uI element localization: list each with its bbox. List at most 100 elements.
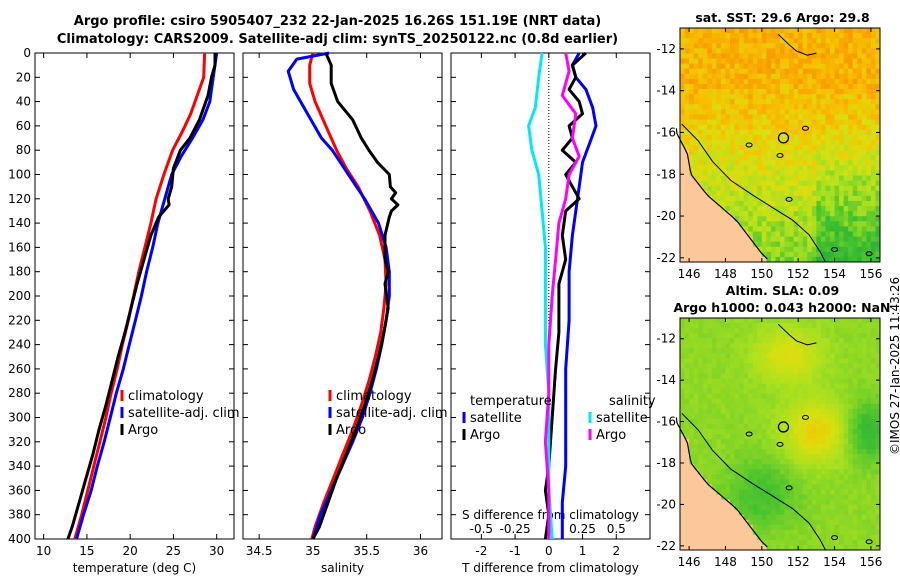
sst_map-cell	[780, 160, 785, 166]
sla_map-cell	[857, 444, 863, 450]
sla_map-cell	[743, 383, 749, 390]
sla_map-cell	[770, 398, 776, 405]
sst_map-cell	[807, 256, 813, 263]
sst_map-cell	[798, 78, 804, 85]
sst_map-cell	[702, 175, 708, 182]
sst_map-cell	[807, 195, 813, 202]
sst_map-cell	[725, 43, 731, 49]
sst_map-cell	[875, 180, 881, 187]
sla_map-cell	[825, 444, 831, 450]
sla_map-cell	[816, 469, 822, 475]
sla_map-cell	[725, 318, 731, 324]
sla_map-cell	[693, 544, 699, 551]
sst_map-cell	[743, 104, 749, 110]
sla_map-cell	[811, 479, 817, 485]
sst_map-cell	[861, 160, 867, 166]
sst_map-cell	[698, 139, 704, 146]
sst_map-cell	[752, 236, 758, 243]
sst_map-cell	[857, 145, 863, 151]
sst_map-cell	[825, 109, 831, 115]
sla_map-cell	[680, 439, 685, 445]
sla_map-cell	[761, 434, 767, 440]
sla_map-cell	[752, 469, 758, 475]
sst_map-cell	[720, 165, 726, 171]
sla_map-cell	[816, 529, 822, 536]
sla_map-cell	[839, 544, 845, 551]
salinity-series-argo	[311, 52, 400, 540]
sla_map-cell	[843, 338, 849, 344]
sla_map-cell	[720, 519, 726, 526]
sst_map-cell	[693, 124, 699, 131]
sst_map-cell	[730, 83, 735, 90]
sst_map-cell	[798, 129, 804, 136]
sst_map-cell	[793, 231, 799, 237]
sst_map-cell	[725, 185, 731, 192]
sla_map-cell	[693, 323, 699, 329]
sla_map-cell	[761, 534, 767, 541]
sla_map-cell	[761, 328, 767, 334]
sla_map-cell	[793, 368, 799, 374]
sst_map-cell	[711, 73, 717, 80]
sst_map-cell	[698, 160, 704, 166]
sla_map-cell	[761, 338, 767, 344]
sst_map-cell	[784, 195, 790, 202]
sst_map-cell	[720, 145, 726, 151]
sst_map-cell	[834, 185, 840, 192]
sla_map-cell	[702, 464, 708, 470]
sla_map-cell	[802, 333, 808, 339]
sla_map-cell	[680, 529, 685, 536]
sst_map-cell	[843, 43, 849, 49]
sla_map-cell	[739, 474, 745, 480]
sst_map-cell	[830, 241, 835, 248]
sla_map-cell	[811, 434, 817, 440]
sst_map-cell	[857, 256, 863, 263]
sst_map-cell	[739, 216, 745, 222]
sla_map-cell	[711, 474, 717, 480]
sla_map-cell	[684, 499, 690, 506]
sst_map-cell	[711, 221, 717, 227]
sla_map-cell	[775, 428, 781, 435]
sst_map-cell	[861, 195, 867, 202]
sst_map-cell	[866, 200, 872, 207]
sla_map-cell	[752, 439, 758, 445]
sla_map-cell	[866, 348, 872, 354]
sst_map-cell	[730, 206, 735, 212]
sst_map-cell	[798, 89, 804, 95]
sla_map-cell	[857, 428, 863, 435]
sla_map-cell	[761, 494, 767, 500]
sla_map-cell	[734, 439, 740, 445]
sla_map-cell	[684, 333, 690, 339]
sla_map-cell	[693, 373, 699, 379]
sla_map-cell	[775, 418, 781, 425]
sla_map-cell	[775, 484, 781, 490]
sla_map-cell	[698, 373, 704, 379]
sst_map-cell	[789, 63, 795, 70]
sla_map-cell	[843, 444, 849, 450]
sst_map-cell	[825, 145, 831, 151]
sst_map-shelf-contour	[681, 123, 826, 263]
sla_map-cell	[766, 348, 772, 354]
sst_map-cell	[789, 43, 795, 49]
sst_map-cell	[775, 109, 781, 115]
sla_map-cell	[720, 398, 726, 405]
sla_map-cell	[698, 524, 704, 531]
sla_map-cell	[730, 333, 735, 339]
sst_map-cell	[807, 104, 813, 110]
sst_map-cell	[834, 73, 840, 80]
sst_map-cell	[789, 68, 795, 75]
sla_map-cell	[820, 529, 826, 536]
sst_map-cell	[698, 33, 704, 39]
sst_map-cell	[702, 236, 708, 243]
sst_map-cell	[857, 78, 863, 85]
sla_map-cell	[693, 479, 699, 485]
sla_map-cell	[693, 398, 699, 405]
sst_map-cell	[834, 48, 840, 54]
sst_map-cell	[702, 246, 708, 253]
sla_map-cell	[830, 509, 835, 516]
sst_map-cell	[748, 129, 754, 136]
sst_map-cell	[770, 175, 776, 182]
sst_map-cell	[830, 53, 835, 59]
sla_map-cell	[857, 509, 863, 516]
sla_map-cell	[798, 423, 804, 430]
sla_map-cell	[748, 383, 754, 390]
